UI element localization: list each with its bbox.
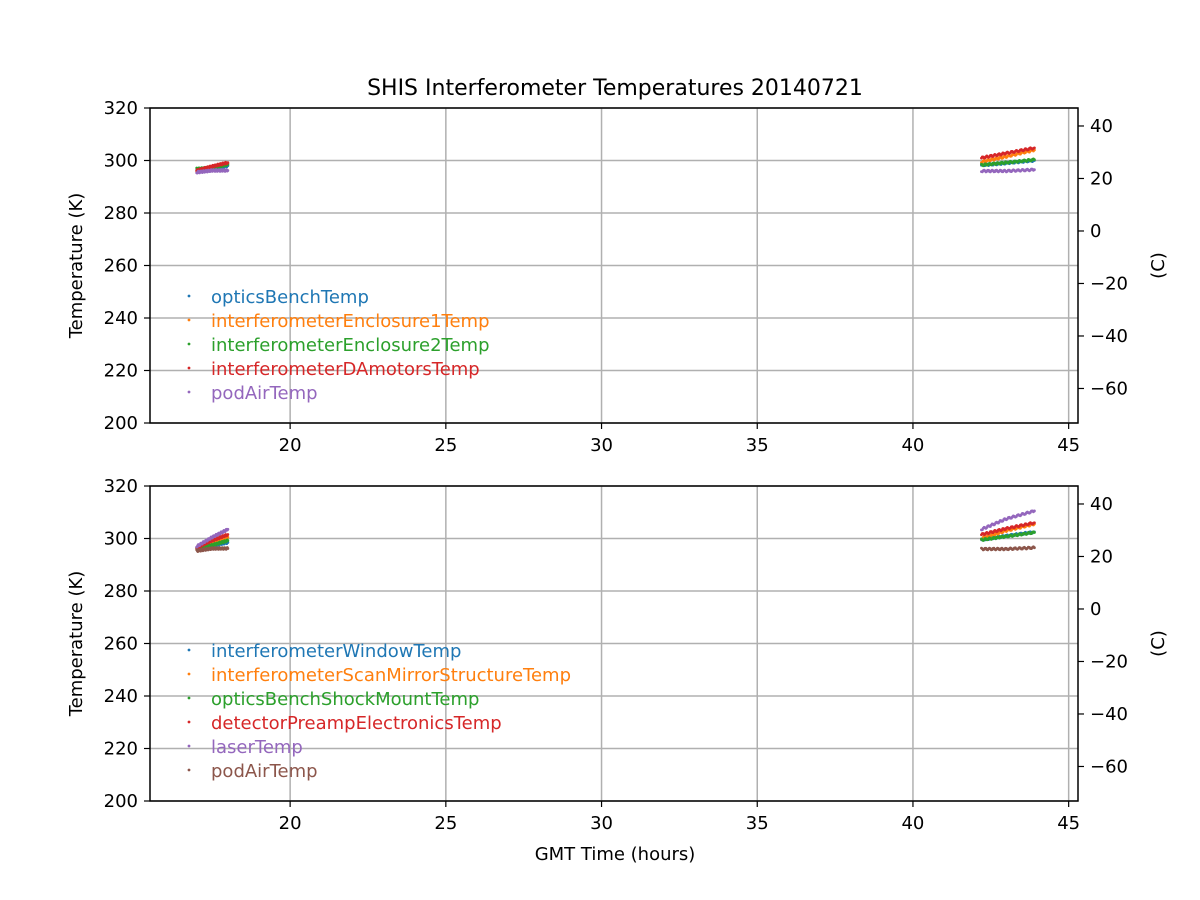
legend-label: podAirTemp (211, 761, 318, 782)
data-point (226, 527, 230, 531)
bottom-right-y-axis-label: (C) (1148, 630, 1169, 657)
series-opticsBenchShockMountTemp (195, 530, 1036, 552)
y-tick-label: 200 (104, 413, 138, 434)
right-y-tick-label: 40 (1090, 494, 1113, 515)
right-y-tick-label: −60 (1090, 756, 1128, 777)
data-point (226, 161, 230, 165)
legend-label: interferometerEnclosure1Temp (211, 311, 490, 332)
legend-marker (187, 390, 191, 394)
series-podAirTemp (195, 167, 1036, 175)
right-y-tick-label: −60 (1090, 378, 1128, 399)
x-tick-label: 30 (590, 435, 613, 456)
x-tick-label: 20 (279, 435, 302, 456)
right-y-tick-label: −20 (1090, 273, 1128, 294)
right-y-tick-label: 20 (1090, 168, 1113, 189)
data-point (1033, 509, 1036, 513)
y-tick-label: 240 (104, 686, 138, 707)
x-tick-label: 45 (1057, 813, 1080, 834)
legend-label: interferometerWindowTemp (211, 641, 461, 662)
top-y-axis-label: Temperature (K) (66, 193, 87, 340)
y-tick-label: 260 (104, 256, 138, 277)
x-tick-label: 30 (590, 813, 613, 834)
data-point (226, 539, 230, 542)
legend-label: opticsBenchTemp (211, 287, 369, 308)
legend-label: opticsBenchShockMountTemp (211, 689, 479, 710)
x-tick-label: 25 (434, 813, 457, 834)
bottom-legend: interferometerWindowTemp interferometerSc… (187, 641, 571, 782)
legend-label: podAirTemp (211, 383, 318, 404)
series-laserTemp (195, 509, 1036, 549)
data-point (1033, 531, 1036, 534)
top-legend: opticsBenchTemp interferometerEnclosure1T… (187, 287, 490, 404)
series-interferometerEnclosure2Temp (195, 157, 1036, 172)
y-tick-label: 300 (104, 151, 138, 172)
legend-marker (187, 768, 191, 772)
data-point (1033, 546, 1036, 550)
x-tick-label: 20 (279, 813, 302, 834)
legend-marker (187, 294, 191, 298)
x-tick-label: 35 (746, 813, 769, 834)
y-tick-label: 280 (104, 581, 138, 602)
y-tick-label: 300 (104, 529, 138, 550)
data-point (1033, 521, 1036, 525)
legend-label: laserTemp (211, 737, 303, 758)
legend-label: interferometerScanMirrorStructureTemp (211, 665, 571, 686)
right-y-tick-label: 0 (1090, 599, 1101, 620)
x-axis-label: GMT Time (hours) (535, 844, 696, 865)
x-tick-label: 35 (746, 435, 769, 456)
y-tick-label: 200 (104, 791, 138, 812)
data-point (1033, 158, 1036, 162)
right-y-tick-label: −40 (1090, 704, 1128, 725)
legend-marker (187, 648, 191, 652)
legend-marker (187, 696, 191, 700)
right-y-tick-label: −20 (1090, 651, 1128, 672)
x-tick-label: 40 (901, 813, 924, 834)
y-tick-label: 320 (104, 476, 138, 497)
x-tick-label: 25 (434, 435, 457, 456)
y-tick-label: 260 (104, 634, 138, 655)
legend-marker (187, 342, 191, 346)
right-y-tick-label: 40 (1090, 116, 1113, 137)
y-tick-label: 240 (104, 308, 138, 329)
legend-label: interferometerDAmotorsTemp (211, 359, 480, 380)
data-point (226, 533, 230, 536)
top-plot: 20 25 30 35 40 45200220240260280300320−60−40−… (66, 98, 1169, 456)
series-interferometerDAmotorsTemp (195, 146, 1036, 173)
x-tick-label: 45 (1057, 435, 1080, 456)
data-point (226, 547, 230, 550)
legend-marker (187, 744, 191, 748)
series-podAirTemp (195, 545, 1036, 553)
x-tick-label: 40 (901, 435, 924, 456)
legend-marker (187, 318, 191, 322)
data-point (1033, 146, 1036, 150)
series-detectorPreampElectronicsTemp (195, 521, 1036, 550)
legend-marker (187, 720, 191, 724)
data-point (226, 169, 230, 172)
y-tick-label: 320 (104, 98, 138, 119)
series-interferometerScanMirrorStructureTemp (195, 522, 1036, 551)
legend-label: detectorPreampElectronicsTemp (211, 713, 502, 734)
chart-title: SHIS Interferometer Temperatures 2014072… (367, 76, 863, 101)
y-tick-label: 220 (104, 361, 138, 382)
bottom-plot: 20 25 30 35 40 45200220240260280300320−60−40−… (66, 476, 1169, 865)
legend-marker (187, 366, 191, 370)
y-tick-label: 220 (104, 739, 138, 760)
right-y-tick-label: 0 (1090, 221, 1101, 242)
legend-label: interferometerEnclosure2Temp (211, 335, 490, 356)
series-interferometerWindowTemp (195, 530, 1036, 550)
y-tick-label: 280 (104, 203, 138, 224)
data-point (1033, 168, 1036, 172)
top-right-y-axis-label: (C) (1148, 252, 1169, 279)
legend-marker (187, 672, 191, 676)
right-y-tick-label: 20 (1090, 546, 1113, 567)
bottom-y-axis-label: Temperature (K) (66, 571, 87, 718)
right-y-tick-label: −40 (1090, 326, 1128, 347)
